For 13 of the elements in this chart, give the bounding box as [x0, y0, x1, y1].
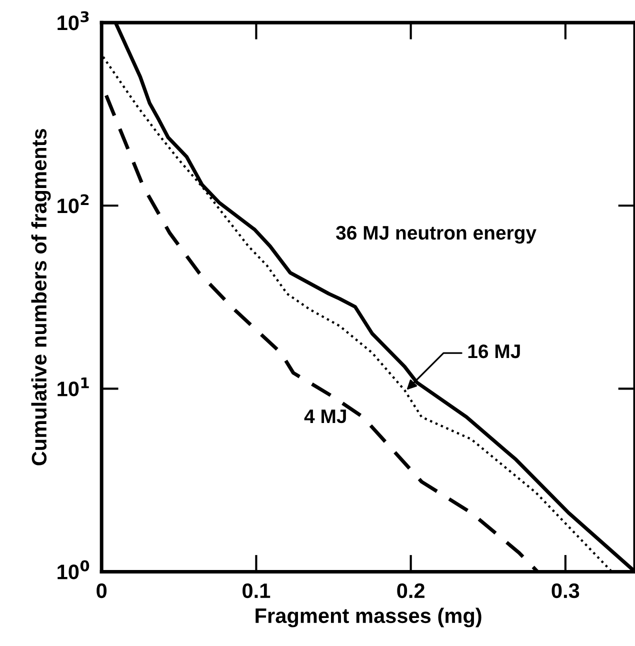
x-tick-label: 0.1 [242, 583, 270, 598]
annotation: 36 MJ neutron energy [336, 226, 536, 244]
y-tick-label: 10$^{0}$ [58, 560, 90, 580]
annotation: 4 MJ [304, 410, 346, 424]
x-tick-label: 0.3 [552, 583, 580, 598]
y-tick-label: 10$^{3}$ [58, 11, 89, 30]
y-tick-label: 10$^{1}$ [58, 377, 89, 396]
x-tick-label: 0.2 [397, 583, 424, 598]
y-axis-title: Cumulative numbers of fragments [31, 128, 51, 466]
y-tick-label: 10$^{2}$ [58, 194, 89, 214]
x-axis-title: Fragment masses (mg) [256, 608, 482, 628]
x-tick-label: 0 [96, 583, 107, 598]
annotation: 16 MJ [468, 344, 520, 358]
